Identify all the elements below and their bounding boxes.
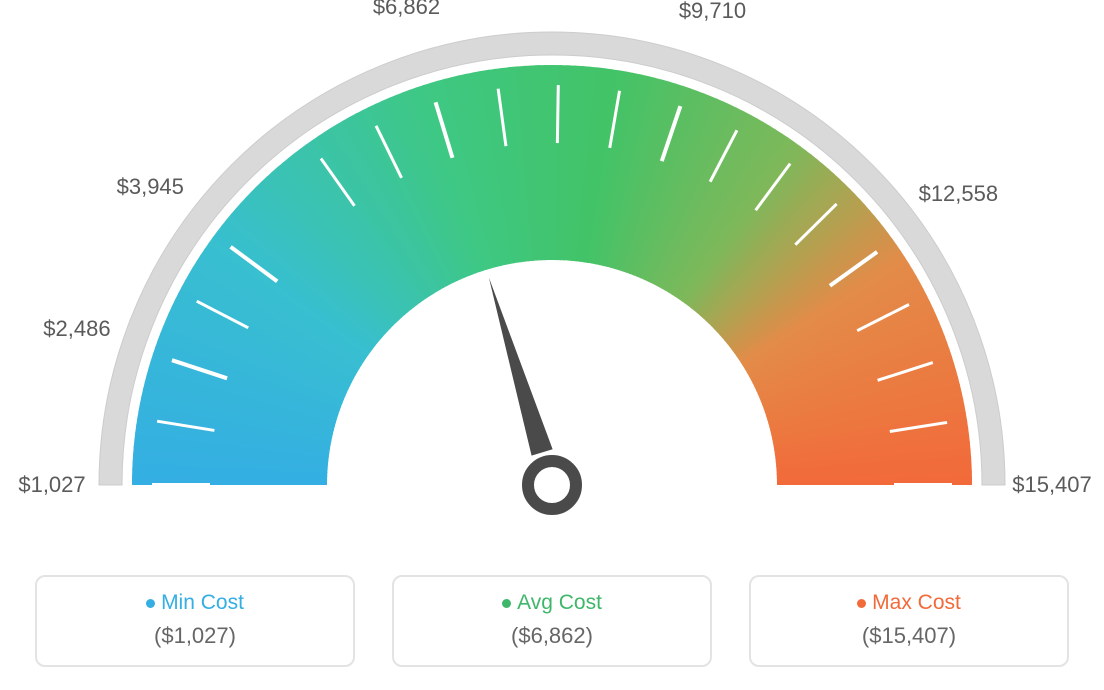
legend-title-text: Avg Cost <box>517 591 602 614</box>
tick-label: $3,945 <box>117 174 184 200</box>
tick-label: $12,558 <box>919 181 999 207</box>
tick-label: $1,027 <box>18 472 85 498</box>
legend-dot-icon <box>146 599 155 608</box>
legend-title-text: Max Cost <box>872 591 961 614</box>
legend-title: Max Cost <box>751 591 1067 615</box>
gauge-area: $1,027 $2,486 $3,945 $6,862 $9,710 $12,558 $15… <box>0 0 1104 560</box>
chart-wrapper: $1,027 $2,486 $3,945 $6,862 $9,710 $12,558 $15… <box>0 0 1104 690</box>
minor-tick <box>557 85 558 143</box>
legend-card: Min Cost ($1,027) <box>35 575 355 667</box>
legend-card: Max Cost ($15,407) <box>749 575 1069 667</box>
tick-label: $2,486 <box>43 316 110 342</box>
legend-value: ($15,407) <box>751 623 1067 649</box>
gauge-needle <box>489 277 553 455</box>
legend-value: ($6,862) <box>394 623 710 649</box>
tick-label: $15,407 <box>1012 472 1092 498</box>
legend-value: ($1,027) <box>37 623 353 649</box>
legend-title: Min Cost <box>37 591 353 615</box>
legend-title-text: Min Cost <box>161 591 244 614</box>
tick-label: $6,862 <box>373 0 440 20</box>
legend-card: Avg Cost ($6,862) <box>392 575 712 667</box>
legend-dot-icon <box>857 599 866 608</box>
legend-title: Avg Cost <box>394 591 710 615</box>
tick-label: $9,710 <box>679 0 746 24</box>
gauge-hub <box>528 461 576 509</box>
legend-row: Min Cost ($1,027) Avg Cost ($6,862) Max Cost… <box>0 575 1104 667</box>
legend-dot-icon <box>502 599 511 608</box>
gauge-svg <box>0 0 1104 560</box>
